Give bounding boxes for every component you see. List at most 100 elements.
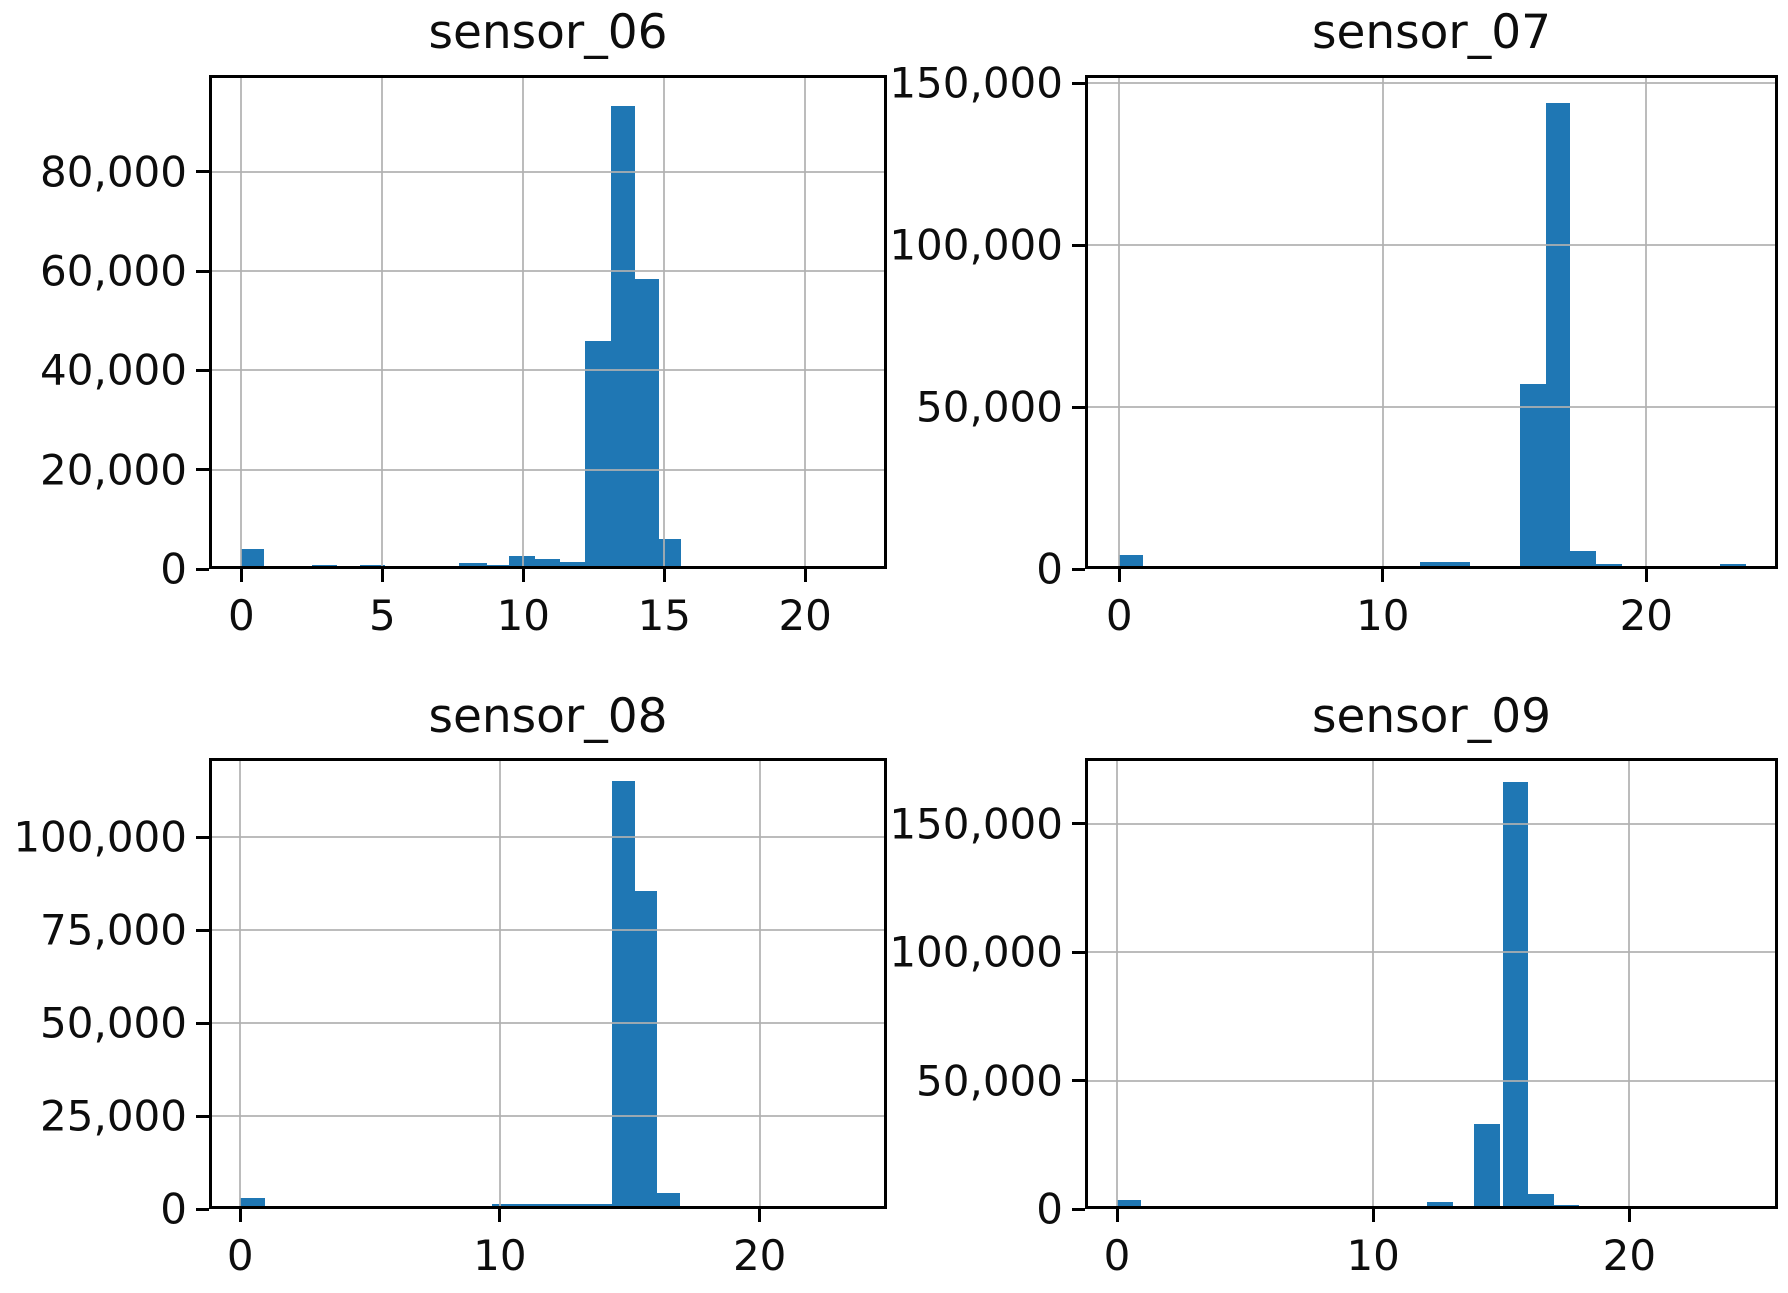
y-tick-label-0: 0 — [160, 1184, 187, 1234]
histogram-bar — [458, 562, 487, 569]
histogram-bar — [1528, 1193, 1554, 1209]
histogram-bar — [1720, 564, 1747, 569]
gridline-x-20 — [804, 75, 807, 569]
histogram-bar — [635, 891, 658, 1209]
plot-box-border — [209, 75, 887, 569]
histogram-bar — [680, 1205, 706, 1209]
histogram-bar — [1546, 102, 1570, 569]
y-tick-label-20000: 20,000 — [40, 445, 187, 495]
x-tick-mark-0 — [238, 1209, 242, 1222]
y-tick-mark-0 — [196, 1207, 209, 1211]
y-tick-mark-50000 — [1072, 1079, 1085, 1082]
gridline-x-10 — [1381, 75, 1384, 569]
y-tick-label-0: 0 — [160, 544, 187, 594]
subplot-title-sensor_07: sensor_07 — [1311, 5, 1552, 60]
x-tick-label-10: 10 — [1356, 591, 1410, 640]
y-tick-label-50000: 50,000 — [40, 998, 187, 1048]
x-tick-label-0: 0 — [226, 1231, 254, 1280]
histogram-bar — [1474, 1124, 1500, 1209]
histogram-bar — [611, 781, 635, 1209]
gridline-y-40000 — [209, 369, 887, 372]
x-tick-label-0: 0 — [228, 591, 255, 640]
gridline-y-20000 — [209, 468, 887, 471]
histogram-bar — [1553, 1205, 1580, 1209]
histogram-bar — [1419, 561, 1470, 569]
y-tick-mark-60000 — [196, 269, 209, 273]
histogram-bar — [413, 565, 459, 569]
gridline-x-20 — [758, 758, 761, 1209]
histogram-bar — [1519, 384, 1547, 569]
gridline-y-100000 — [1085, 951, 1778, 953]
y-tick-label-0: 0 — [1036, 1184, 1063, 1234]
histogram-bar — [657, 1193, 681, 1209]
x-tick-label-20: 20 — [1619, 591, 1674, 640]
gridline-x-0 — [239, 758, 242, 1209]
x-tick-label-10: 10 — [1346, 1231, 1400, 1280]
gridline-x-0 — [1118, 75, 1121, 569]
histogram-bar — [610, 105, 635, 569]
histogram-bar — [534, 558, 560, 569]
gridline-x-0 — [1116, 758, 1118, 1209]
y-tick-mark-80000 — [196, 170, 209, 174]
x-tick-mark-20 — [758, 1209, 762, 1222]
gridline-x-10 — [1372, 758, 1375, 1209]
histogram-bar — [463, 1206, 493, 1209]
plot-box-border — [1085, 75, 1778, 569]
histogram-bar — [1119, 555, 1143, 569]
x-tick-mark-10 — [521, 569, 525, 582]
y-tick-label-80000: 80,000 — [40, 147, 187, 197]
y-tick-label-50000: 50,000 — [916, 382, 1063, 432]
y-tick-mark-100000 — [196, 835, 209, 839]
y-tick-mark-0 — [196, 567, 209, 571]
x-tick-label-20: 20 — [1602, 1231, 1657, 1280]
x-tick-label-20: 20 — [778, 591, 832, 640]
x-tick-mark-5 — [380, 569, 384, 582]
x-tick-label-10: 10 — [496, 591, 551, 640]
y-tick-label-0: 0 — [1036, 544, 1063, 594]
histogram-bar — [1502, 782, 1529, 1209]
x-tick-label-0: 0 — [1103, 1231, 1131, 1280]
y-tick-label-100000: 100,000 — [889, 927, 1063, 977]
histogram-bar — [1469, 565, 1520, 569]
x-tick-label-20: 20 — [732, 1231, 787, 1280]
x-tick-mark-10 — [1381, 569, 1385, 582]
gridline-x-20 — [1645, 75, 1648, 569]
y-tick-label-150000: 150,000 — [889, 799, 1063, 848]
gridline-y-150000 — [1085, 822, 1778, 825]
gridline-y-60000 — [209, 270, 887, 273]
x-tick-label-5: 5 — [369, 591, 396, 640]
histogram-bar — [1427, 1202, 1453, 1209]
y-tick-mark-50000 — [196, 1021, 209, 1025]
y-tick-mark-150000 — [1072, 81, 1085, 85]
histogram-bar — [311, 565, 338, 569]
histogram-bar — [486, 564, 510, 569]
x-tick-mark-0 — [239, 569, 243, 582]
gridline-y-150000 — [1085, 82, 1778, 85]
y-tick-mark-75000 — [196, 928, 209, 932]
y-tick-label-25000: 25,000 — [40, 1091, 187, 1141]
gridline-y-100000 — [209, 836, 887, 839]
x-tick-mark-20 — [1644, 569, 1648, 582]
histogram-bar — [585, 340, 611, 569]
y-tick-mark-150000 — [1072, 822, 1085, 825]
x-tick-mark-0 — [1117, 569, 1121, 582]
y-tick-mark-25000 — [196, 1114, 209, 1118]
histogram-bar — [359, 565, 386, 569]
gridline-y-25000 — [209, 1115, 887, 1117]
x-tick-label-15: 15 — [637, 591, 692, 640]
gridline-y-100000 — [1085, 244, 1778, 247]
histogram-bar — [240, 1197, 265, 1209]
gridline-y-50000 — [209, 1022, 887, 1025]
histogram-bar — [1117, 1200, 1142, 1209]
x-tick-mark-0 — [1115, 1209, 1119, 1222]
gridline-x-20 — [1628, 758, 1631, 1209]
y-tick-label-150000: 150,000 — [889, 58, 1063, 108]
y-tick-mark-0 — [1072, 1207, 1085, 1211]
x-tick-mark-20 — [803, 569, 807, 582]
histogram-bar — [560, 562, 586, 569]
gridline-y-80000 — [209, 170, 887, 173]
x-tick-mark-10 — [498, 1209, 502, 1222]
